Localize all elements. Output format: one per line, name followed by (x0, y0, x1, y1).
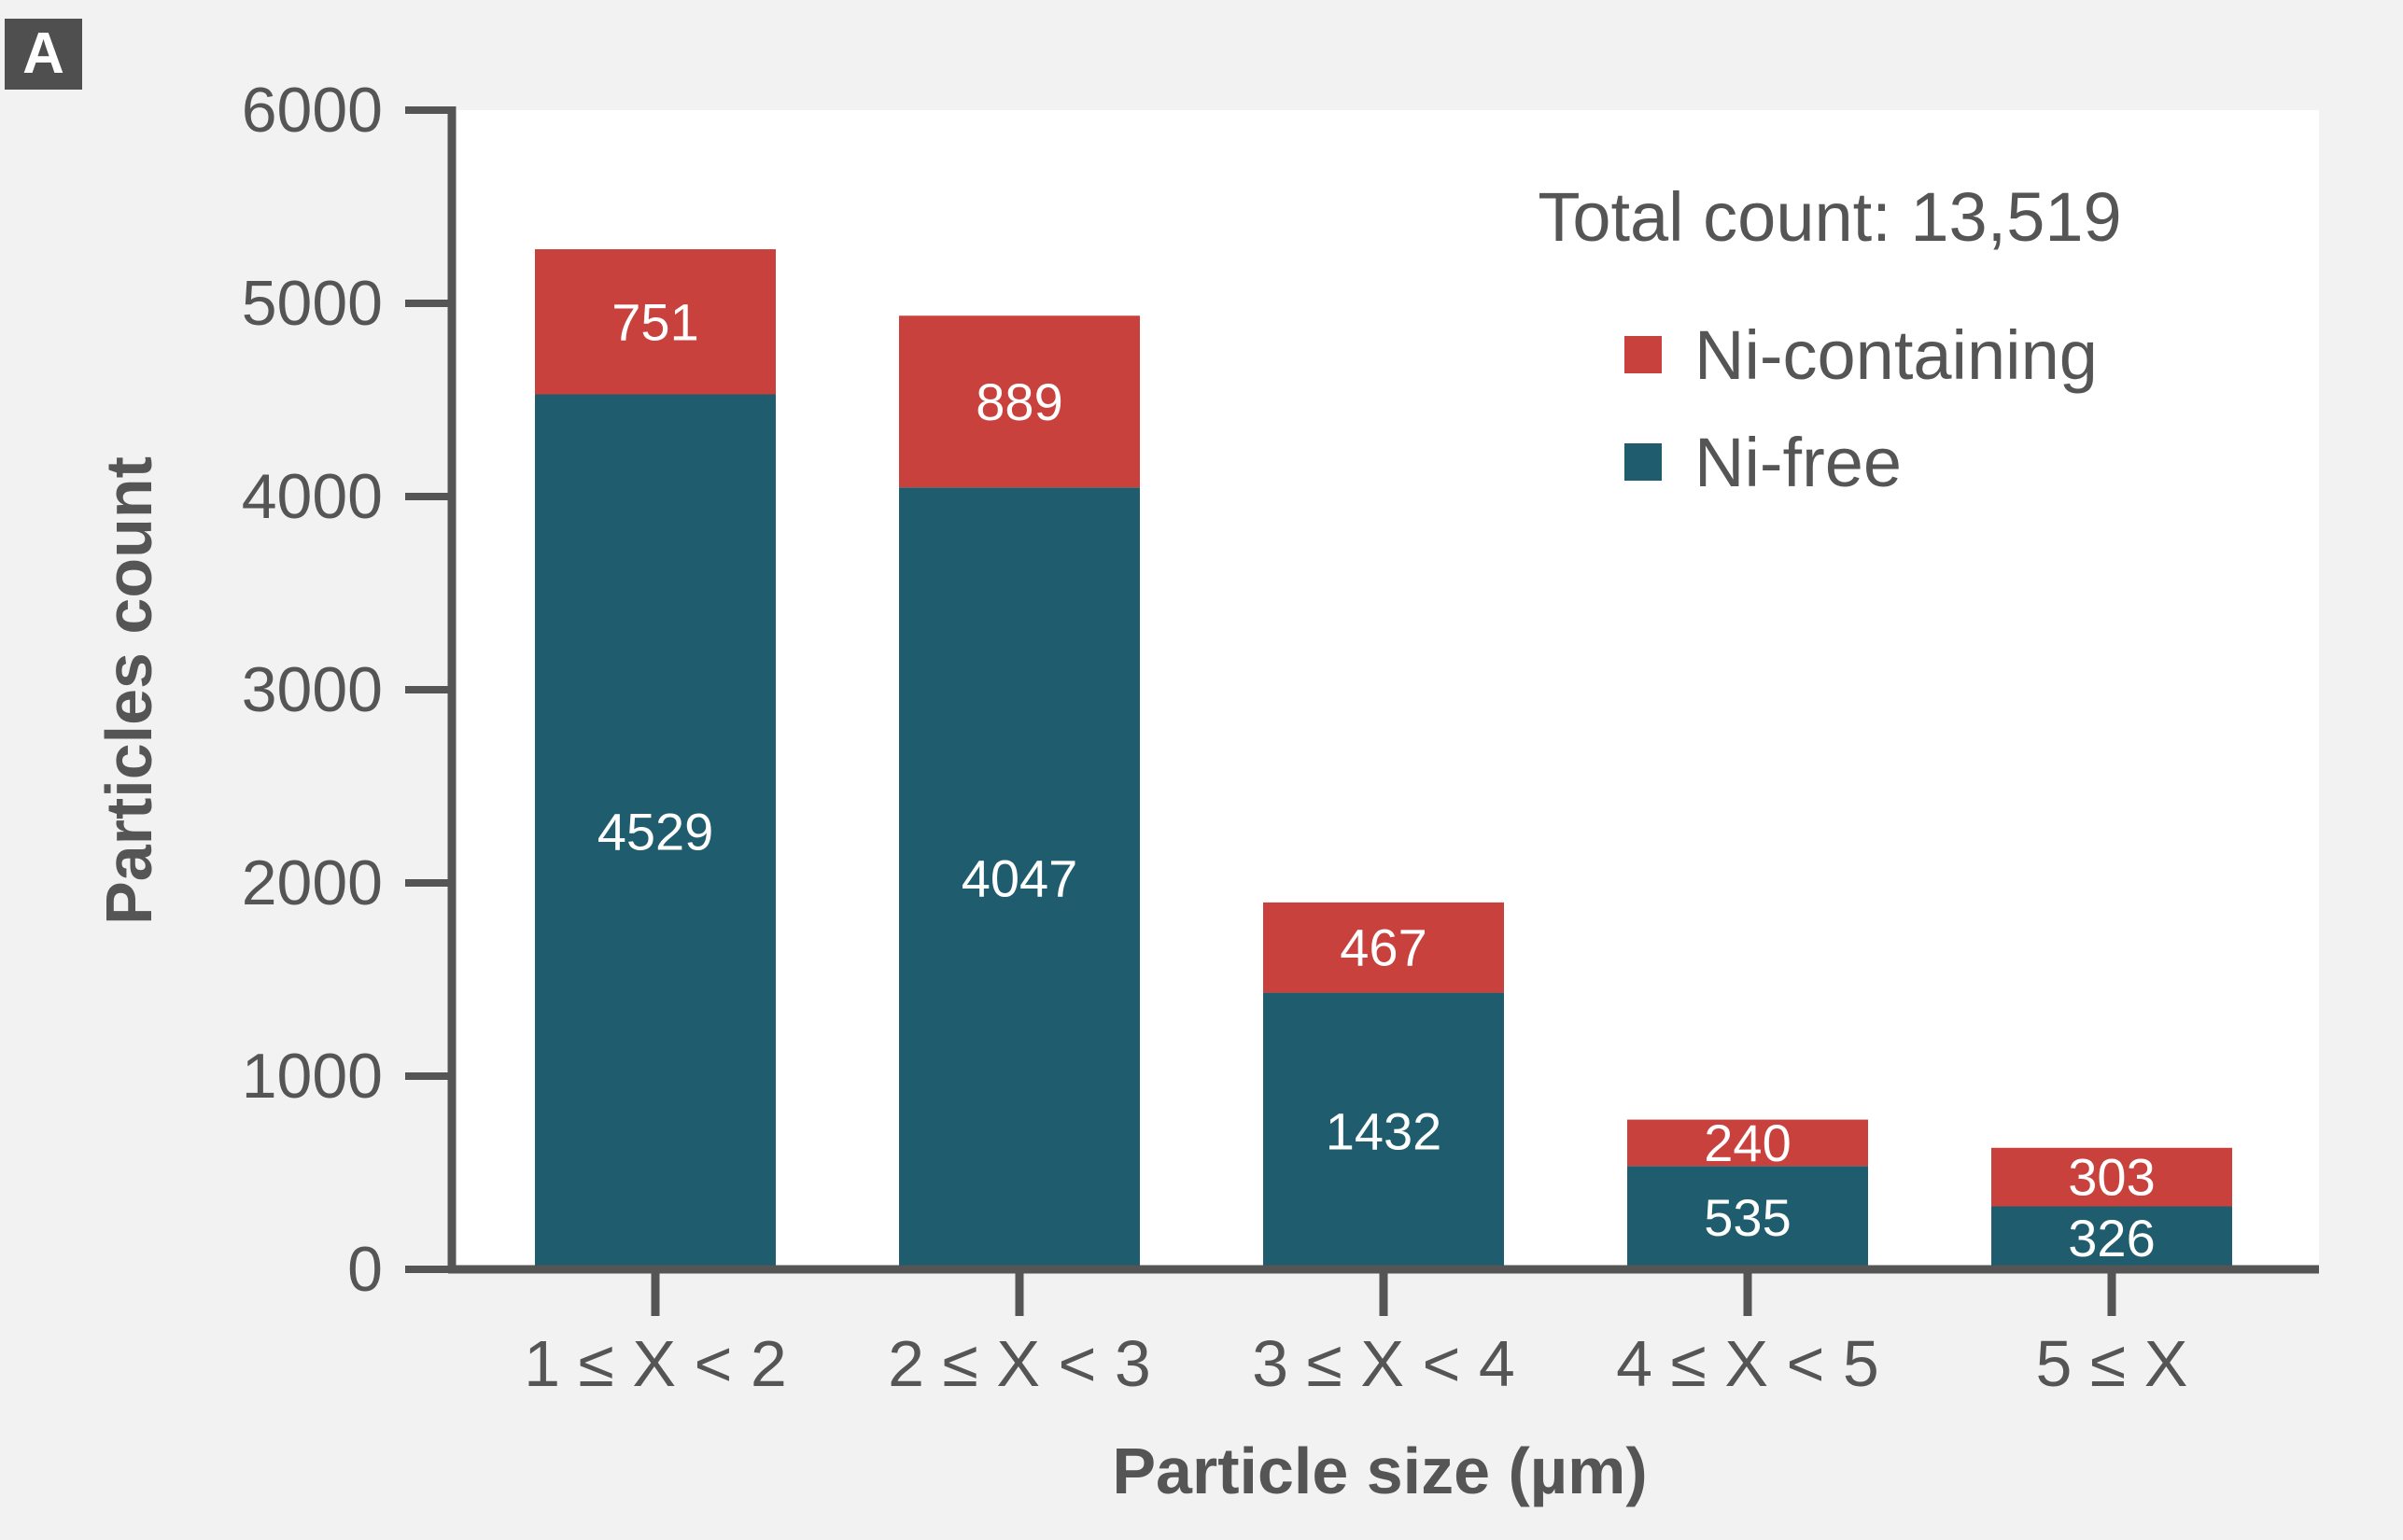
y-tick-label-4000: 4000 (242, 461, 383, 532)
bar-value-label-ni-free-2: 4047 (962, 849, 1078, 908)
x-tick-label-2: 2 ≤ X < 3 (888, 1327, 1151, 1400)
bar-value-label-ni-containing-3: 467 (1340, 918, 1426, 977)
legend: Ni-containing Ni-free (1624, 316, 2098, 501)
y-tick-label-6000: 6000 (242, 75, 383, 146)
axes-layer: 1 ≤ X < 2 2 ≤ X < 3 3 ≤ X < 4 4 ≤ X < 5 5 ≤ … (242, 75, 2319, 1400)
y-axis-title: Particles count (92, 456, 165, 925)
bar-value-label-ni-containing-5: 303 (2068, 1148, 2155, 1207)
x-axis-title: Particle size (µm) (1112, 1435, 1647, 1507)
x-tick-label-4: 4 ≤ X < 5 (1616, 1327, 1879, 1400)
y-tick-label-0: 0 (347, 1234, 383, 1305)
x-tick-label-1: 1 ≤ X < 2 (524, 1327, 787, 1400)
y-tick-label-5000: 5000 (242, 268, 383, 339)
legend-swatch-ni-containing (1624, 336, 1662, 373)
bar-value-label-ni-free-1: 4529 (597, 803, 714, 861)
y-tick-label-2000: 2000 (242, 847, 383, 918)
legend-label-ni-free: Ni-free (1694, 424, 1902, 501)
bar-ni-free-3 (1263, 992, 1504, 1269)
bar-value-label-ni-free-3: 1432 (1326, 1101, 1442, 1160)
y-tick-label-3000: 3000 (242, 654, 383, 725)
bar-value-label-ni-containing-2: 889 (976, 372, 1062, 431)
bar-ni-free-5 (1991, 1206, 2232, 1269)
x-tick-label-5: 5 ≤ X (2036, 1327, 2188, 1400)
bar-ni-containing-4 (1627, 1119, 1868, 1167)
bar-ni-free-1 (535, 394, 776, 1269)
bar-ni-containing-2 (899, 315, 1140, 488)
y-tick-label-1000: 1000 (242, 1041, 383, 1112)
bar-ni-free-2 (899, 487, 1140, 1269)
legend-label-ni-containing: Ni-containing (1694, 316, 2098, 394)
bar-value-label-ni-containing-4: 240 (1704, 1113, 1791, 1172)
bar-value-label-ni-free-4: 535 (1704, 1188, 1791, 1247)
bar-ni-containing-5 (1991, 1147, 2232, 1207)
bar-ni-containing-1 (535, 249, 776, 395)
x-tick-label-3: 3 ≤ X < 4 (1252, 1327, 1515, 1400)
bar-ni-free-4 (1627, 1166, 1868, 1269)
bar-ni-containing-3 (1263, 902, 1504, 993)
bar-value-label-ni-containing-1: 751 (611, 292, 698, 351)
total-count-annotation: Total count: 13,519 (1538, 178, 2121, 256)
bar-value-label-ni-free-5: 326 (2068, 1209, 2155, 1267)
legend-swatch-ni-free (1624, 443, 1662, 481)
panel-label: A (5, 19, 82, 90)
bars-layer (535, 249, 2232, 1269)
